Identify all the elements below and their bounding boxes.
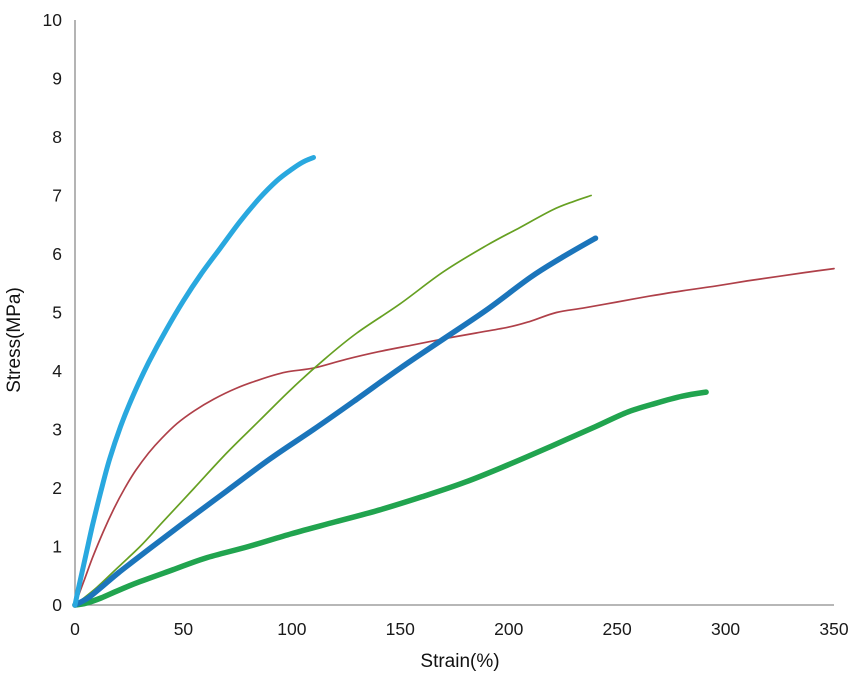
x-tick-label: 300 [711,619,740,639]
axes [74,20,834,606]
x-tick-label: 350 [819,619,848,639]
y-tick-label: 10 [43,10,63,30]
y-tick-label: 4 [52,361,62,381]
x-tick-label: 100 [277,619,306,639]
x-tick-label: 50 [174,619,194,639]
y-axis-title: Stress(MPa) [4,287,25,393]
y-tick-label: 3 [52,420,62,440]
y-tick-label: 2 [52,478,62,498]
y-tick-label: 6 [52,244,62,264]
series-line-thin-olive-green-curve [74,194,592,606]
y-tick-label: 1 [52,537,62,557]
x-tick-label: 200 [494,619,523,639]
series-line-thick-light-blue-curve [72,155,316,608]
x-tick-label: 150 [386,619,415,639]
y-tick-label: 9 [52,69,62,89]
tick-labels: 0 50 100 150 200 250 300 350 0 1 2 3 4 5 6 7 8 9 10 [43,10,849,639]
series-lines [72,155,835,608]
series-line-thick-green-curve [72,389,709,608]
y-tick-label: 7 [52,186,62,206]
x-tick-label: 250 [603,619,632,639]
y-tick-label: 5 [52,303,62,323]
series-line-thick-dark-blue-curve [72,235,599,608]
y-tick-label: 8 [52,127,62,147]
x-axis-title: Strain(%) [420,651,499,672]
series-line-thin-dark-red-curve [74,267,835,606]
y-tick-label: 0 [52,595,62,615]
x-tick-label: 0 [70,619,80,639]
